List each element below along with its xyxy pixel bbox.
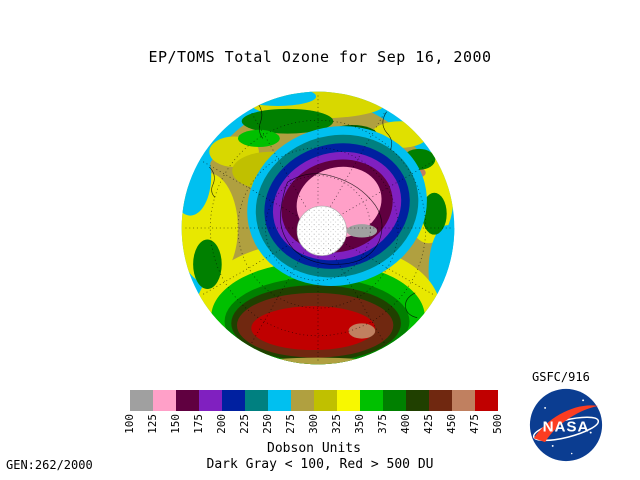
colorbar-cell: [429, 390, 452, 411]
colorbar-cell: [199, 390, 222, 411]
colorbar-tick-label: 150: [169, 414, 182, 434]
colorbar-cell: [222, 390, 245, 411]
nasa-logo-swoosh: [533, 405, 599, 443]
colorbar-tick-label: 500: [491, 414, 504, 434]
colorbar-tick-label: 275: [284, 414, 297, 434]
colorbar-tick-label: 375: [376, 414, 389, 434]
colorbar-cell: [291, 390, 314, 411]
coastlines: [209, 100, 418, 318]
colorbar-cell: [153, 390, 176, 411]
colorbar-cell: [245, 390, 268, 411]
colorbar-cell: [383, 390, 406, 411]
colorbar-tick-label: 300: [307, 414, 320, 434]
colorbar-cell: [176, 390, 199, 411]
colorbar-cell: [452, 390, 475, 411]
colorbar-cell: [130, 390, 153, 411]
colorbar-tick-label: 400: [399, 414, 412, 434]
page-title: EP/TOMS Total Ozone for Sep 16, 2000: [148, 48, 492, 66]
colorbar-cell: [314, 390, 337, 411]
colorbar-tick-label: 125: [146, 414, 159, 434]
colorbar-tick-label: 450: [445, 414, 458, 434]
nasa-logo-stars: [544, 399, 592, 455]
graticule: [182, 92, 454, 364]
colorbar-tick-label: 325: [330, 414, 343, 434]
colorbar-tick-label: 225: [238, 414, 251, 434]
colorbar-tick-label: 200: [215, 414, 228, 434]
colorbar-cell: [406, 390, 429, 411]
colorbar-tick-label: 350: [353, 414, 366, 434]
colorbar-tick-label: 425: [422, 414, 435, 434]
colorbar-tick-label: 475: [468, 414, 481, 434]
colorbar-cell: [360, 390, 383, 411]
colorbar-cell: [337, 390, 360, 411]
ozone-map: [181, 91, 455, 365]
colorbar-tick-label: 250: [261, 414, 274, 434]
credit-label: GSFC/916: [532, 370, 590, 384]
colorbar-tick-label: 175: [192, 414, 205, 434]
units-label: Dobson Units: [267, 441, 361, 456]
nasa-logo: NASA: [529, 388, 603, 462]
high-ozone-collar: [195, 240, 441, 365]
colorbar-cell: [268, 390, 291, 411]
colorbar-tick-label: 100: [123, 414, 136, 434]
colorbar-cells: [130, 390, 498, 411]
range-note: Dark Gray < 100, Red > 500 DU: [206, 457, 434, 472]
polar-night-region: [296, 205, 347, 256]
nasa-logo-text: NASA: [543, 419, 590, 436]
colorbar: 100 125 150 175 200 225 250 275 300 325 350 375 400 4…: [123, 390, 504, 445]
gen-label: GEN:262/2000: [6, 458, 93, 472]
colorbar-labels: 100 125 150 175 200 225 250 275 300 325 350 375 400 4…: [123, 411, 504, 445]
colorbar-cell: [475, 390, 498, 411]
